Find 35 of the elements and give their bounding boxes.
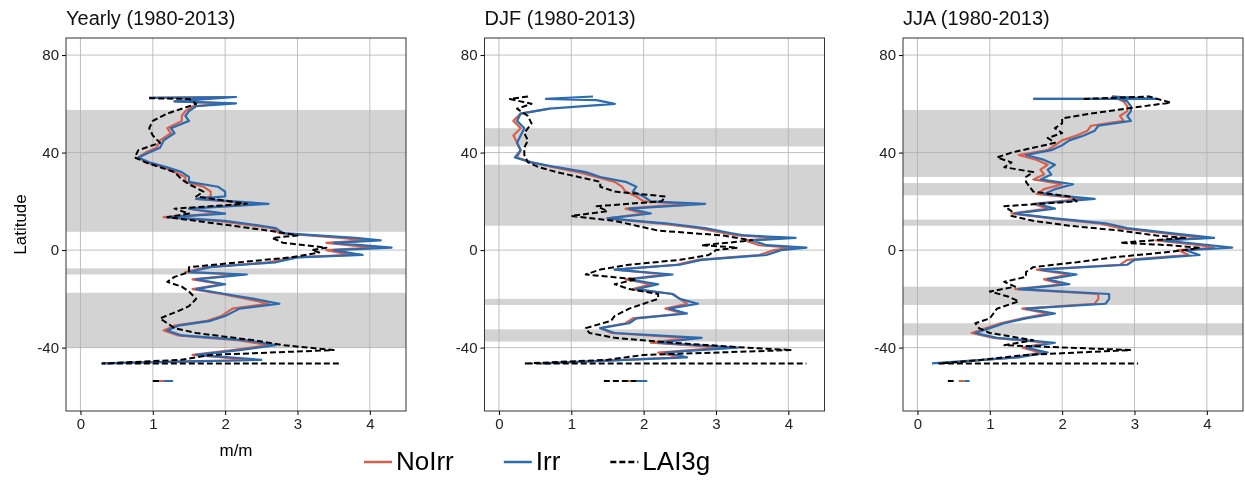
x-tick-label: 2 xyxy=(639,414,649,432)
y-tick-label: 80 xyxy=(879,46,896,64)
legend-label: NoIrr xyxy=(396,446,455,476)
legend-label: Irr xyxy=(535,446,561,476)
x-tick-label: 3 xyxy=(1130,414,1140,432)
y-tick-label: 40 xyxy=(460,143,478,161)
y-tick-label: 80 xyxy=(42,46,59,64)
x-tick-label: 2 xyxy=(221,414,230,432)
y-tick-label: -40 xyxy=(455,338,478,356)
y-tick-label: 0 xyxy=(469,241,478,259)
legend-label: LAI3g xyxy=(642,446,711,476)
x-tick-label: 1 xyxy=(986,414,995,432)
x-axis-title: m/m xyxy=(219,441,253,460)
y-tick-label: 40 xyxy=(879,143,896,161)
chart-title: DJF (1980-2013) xyxy=(484,7,636,29)
chart-title: Yearly (1980-2013) xyxy=(66,7,236,29)
y-axis-title: Latitude xyxy=(11,194,30,255)
y-tick-label: -40 xyxy=(874,338,896,356)
x-tick-label: 4 xyxy=(366,414,375,432)
x-tick-label: 0 xyxy=(913,414,923,432)
y-tick-label: 0 xyxy=(50,241,59,259)
chart-title: JJA (1980-2013) xyxy=(903,7,1050,29)
y-tick-label: 80 xyxy=(460,46,478,64)
x-tick-label: 1 xyxy=(567,414,576,432)
x-tick-label: 1 xyxy=(149,414,158,432)
x-tick-label: 2 xyxy=(1058,414,1067,432)
y-tick-label: 40 xyxy=(42,143,59,161)
y-tick-label: -40 xyxy=(37,338,59,356)
x-tick-label: 4 xyxy=(1203,414,1212,432)
x-tick-label: 0 xyxy=(76,414,86,432)
x-tick-label: 0 xyxy=(495,414,504,432)
x-tick-label: 4 xyxy=(784,414,793,432)
x-tick-label: 3 xyxy=(293,414,303,432)
x-tick-label: 3 xyxy=(712,414,721,432)
y-tick-label: 0 xyxy=(887,241,896,259)
